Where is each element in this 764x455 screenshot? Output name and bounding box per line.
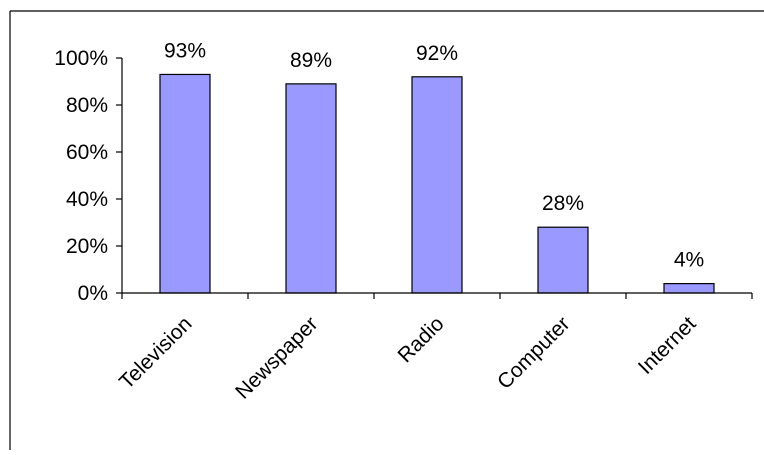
y-tick-label: 60% xyxy=(66,141,108,164)
bar-radio xyxy=(411,76,463,294)
data-label-radio: 92% xyxy=(416,42,458,65)
bar-computer xyxy=(537,226,589,294)
y-tick-label: 80% xyxy=(66,94,108,117)
y-tick-label: 20% xyxy=(66,235,108,258)
data-label-internet: 4% xyxy=(674,249,704,272)
bar-television xyxy=(159,73,211,294)
category-label-computer: Computer xyxy=(493,312,574,393)
category-label-internet: Internet xyxy=(634,312,701,379)
bar-internet xyxy=(663,283,715,294)
bars-layer xyxy=(159,73,715,294)
bar-newspaper xyxy=(285,83,337,294)
category-label-newspaper: Newspaper xyxy=(231,312,322,403)
data-label-television: 93% xyxy=(164,39,206,62)
data-label-newspaper: 89% xyxy=(290,49,332,72)
y-tick-label: 100% xyxy=(54,47,108,70)
category-label-television: Television xyxy=(115,312,196,393)
category-label-radio: Radio xyxy=(393,312,448,367)
y-tick-label: 0% xyxy=(78,282,108,305)
data-label-computer: 28% xyxy=(542,192,584,215)
axis-layer: 0% 20% 40% 60% 80% 100% xyxy=(54,47,753,305)
y-tick-label: 40% xyxy=(66,188,108,211)
